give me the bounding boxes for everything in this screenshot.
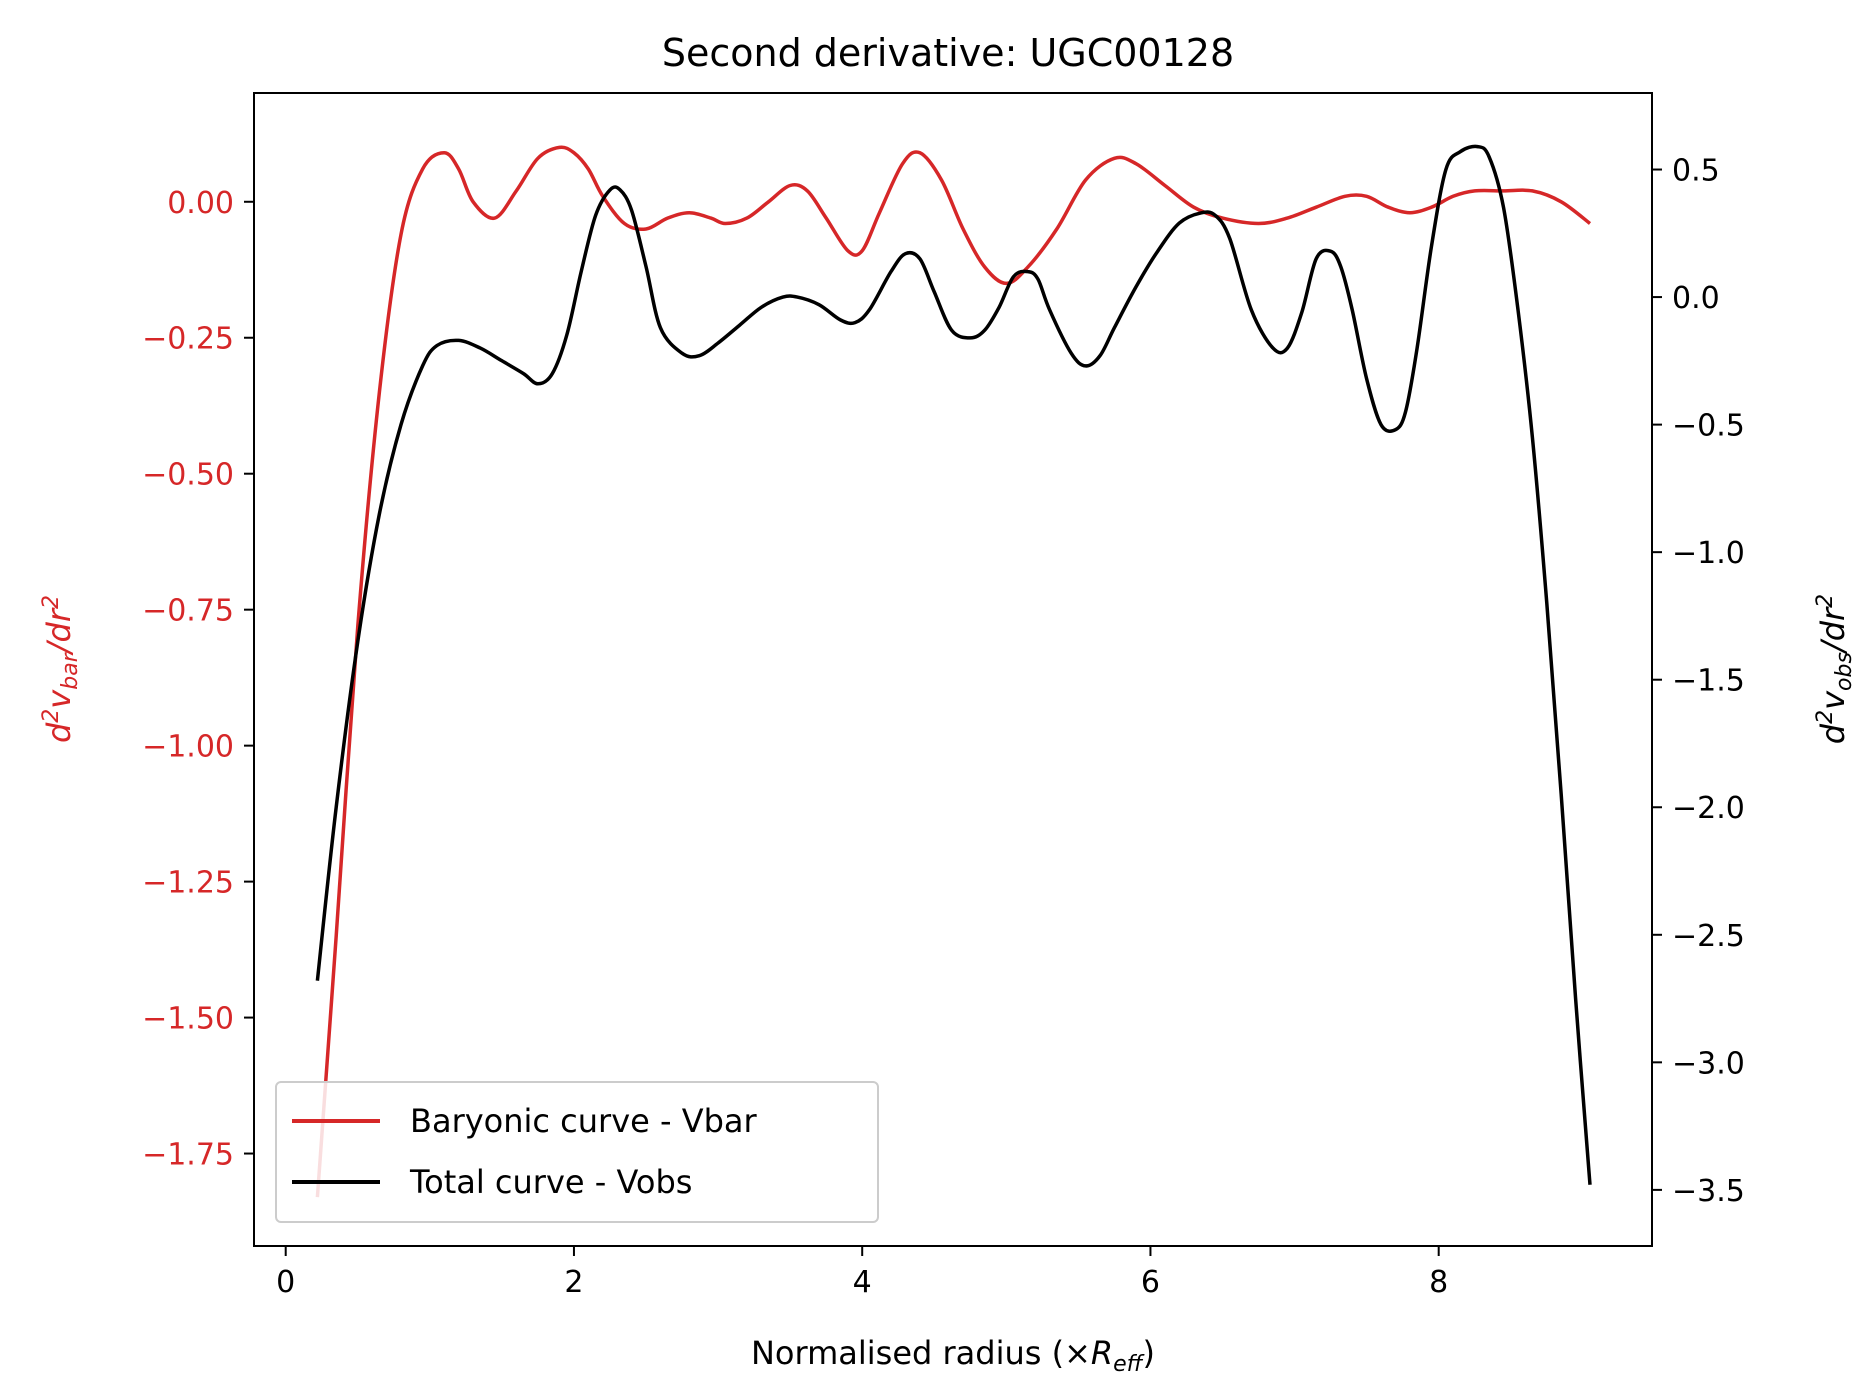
right-y-tick-label: 0.0 bbox=[1672, 281, 1720, 316]
left-y-axis-ticks: 0.00 −0.25 −0.50 −0.75 −1.00 −1.25 −1.50 −1.75 bbox=[142, 186, 254, 1173]
x-tick-label: 8 bbox=[1429, 1265, 1448, 1300]
x-tick-label: 4 bbox=[853, 1265, 872, 1300]
left-y-tick-label: −1.00 bbox=[142, 730, 234, 765]
right-y-tick-label: −0.5 bbox=[1672, 409, 1745, 444]
legend: Baryonic curve - Vbar Total curve - Vobs bbox=[275, 1081, 879, 1223]
left-y-tick-label: −1.50 bbox=[142, 1002, 234, 1037]
legend-label-vobs: Total curve - Vobs bbox=[409, 1163, 692, 1201]
left-y-tick-label: −1.25 bbox=[142, 866, 234, 901]
plot-lines bbox=[315, 144, 1592, 1198]
right-y-tick-label: −3.5 bbox=[1672, 1174, 1745, 1209]
right-y-tick-label: −1.0 bbox=[1672, 536, 1745, 571]
left-y-tick-label: −1.75 bbox=[142, 1138, 234, 1173]
left-y-tick-label: −0.25 bbox=[142, 322, 234, 357]
x-axis-ticks: 0 2 4 6 8 bbox=[276, 1246, 1448, 1300]
chart-title: Second derivative: UGC00128 bbox=[662, 31, 1234, 75]
plot-frame bbox=[253, 92, 1653, 1247]
left-y-tick-label: 0.00 bbox=[167, 186, 234, 221]
right-y-tick-label: 0.5 bbox=[1672, 154, 1720, 189]
right-y-tick-label: −1.5 bbox=[1672, 664, 1745, 699]
right-y-tick-label: −3.0 bbox=[1672, 1046, 1745, 1081]
right-y-axis-label: d2vobs/dr2 bbox=[1813, 594, 1857, 744]
vbar-line bbox=[315, 145, 1592, 1198]
x-tick-label: 2 bbox=[564, 1265, 583, 1300]
right-y-axis-ticks: 0.5 0.0 −0.5 −1.0 −1.5 −2.0 −2.5 −3.0 −3.5 bbox=[1652, 154, 1745, 1209]
right-y-tick-label: −2.0 bbox=[1672, 791, 1745, 826]
legend-box bbox=[275, 1081, 879, 1223]
vobs-line bbox=[315, 144, 1592, 1185]
x-axis-label: Normalised radius (×Reff) bbox=[751, 1334, 1155, 1377]
left-y-axis-label: d2vbar/dr2 bbox=[39, 595, 83, 743]
right-y-tick-label: −2.5 bbox=[1672, 919, 1745, 954]
x-tick-label: 0 bbox=[276, 1265, 295, 1300]
x-tick-label: 6 bbox=[1141, 1265, 1160, 1300]
left-y-tick-label: −0.75 bbox=[142, 594, 234, 629]
left-y-tick-label: −0.50 bbox=[142, 458, 234, 493]
legend-label-vbar: Baryonic curve - Vbar bbox=[410, 1102, 758, 1140]
